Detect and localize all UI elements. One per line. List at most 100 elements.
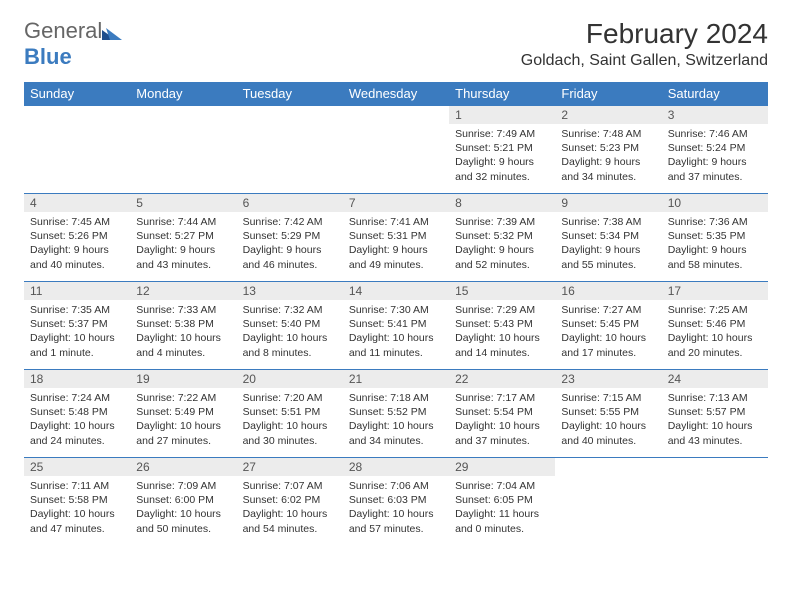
daylight-text: Daylight: 11 hours <box>455 507 549 521</box>
daylight-text: and 58 minutes. <box>668 258 762 272</box>
sunset-text: Sunset: 5:57 PM <box>668 405 762 419</box>
sunrise-text: Sunrise: 7:11 AM <box>30 479 124 493</box>
daylight-text: Daylight: 9 hours <box>668 243 762 257</box>
sunrise-text: Sunrise: 7:35 AM <box>30 303 124 317</box>
sunset-text: Sunset: 6:05 PM <box>455 493 549 507</box>
daylight-text: and 47 minutes. <box>30 522 124 536</box>
weekday-header: Monday <box>130 82 236 106</box>
day-details: Sunrise: 7:33 AMSunset: 5:38 PMDaylight:… <box>130 300 236 363</box>
daylight-text: Daylight: 9 hours <box>243 243 337 257</box>
daylight-text: Daylight: 9 hours <box>561 155 655 169</box>
daylight-text: Daylight: 10 hours <box>349 331 443 345</box>
sunset-text: Sunset: 5:27 PM <box>136 229 230 243</box>
location-subtitle: Goldach, Saint Gallen, Switzerland <box>521 52 768 70</box>
day-details: Sunrise: 7:32 AMSunset: 5:40 PMDaylight:… <box>237 300 343 363</box>
daylight-text: and 37 minutes. <box>668 170 762 184</box>
daylight-text: Daylight: 10 hours <box>561 331 655 345</box>
daylight-text: and 27 minutes. <box>136 434 230 448</box>
page-header: General Blue February 2024 Goldach, Sain… <box>24 18 768 70</box>
day-cell <box>130 106 236 194</box>
daylight-text: and 1 minute. <box>30 346 124 360</box>
sunrise-text: Sunrise: 7:45 AM <box>30 215 124 229</box>
day-details: Sunrise: 7:15 AMSunset: 5:55 PMDaylight:… <box>555 388 661 451</box>
daylight-text: and 34 minutes. <box>349 434 443 448</box>
weekday-header-row: Sunday Monday Tuesday Wednesday Thursday… <box>24 82 768 106</box>
day-number: 28 <box>343 458 449 476</box>
day-cell: 23Sunrise: 7:15 AMSunset: 5:55 PMDayligh… <box>555 370 661 458</box>
day-number: 25 <box>24 458 130 476</box>
sunrise-text: Sunrise: 7:25 AM <box>668 303 762 317</box>
day-details: Sunrise: 7:46 AMSunset: 5:24 PMDaylight:… <box>662 124 768 187</box>
day-number: 27 <box>237 458 343 476</box>
day-details: Sunrise: 7:38 AMSunset: 5:34 PMDaylight:… <box>555 212 661 275</box>
sunset-text: Sunset: 6:02 PM <box>243 493 337 507</box>
daylight-text: Daylight: 10 hours <box>243 507 337 521</box>
day-number: 26 <box>130 458 236 476</box>
daylight-text: and 40 minutes. <box>561 434 655 448</box>
daylight-text: Daylight: 9 hours <box>136 243 230 257</box>
day-details: Sunrise: 7:42 AMSunset: 5:29 PMDaylight:… <box>237 212 343 275</box>
daylight-text: Daylight: 10 hours <box>136 419 230 433</box>
sunrise-text: Sunrise: 7:18 AM <box>349 391 443 405</box>
day-details: Sunrise: 7:41 AMSunset: 5:31 PMDaylight:… <box>343 212 449 275</box>
day-number: 29 <box>449 458 555 476</box>
sunset-text: Sunset: 5:37 PM <box>30 317 124 331</box>
day-details: Sunrise: 7:25 AMSunset: 5:46 PMDaylight:… <box>662 300 768 363</box>
day-number: 16 <box>555 282 661 300</box>
sunset-text: Sunset: 5:54 PM <box>455 405 549 419</box>
daylight-text: and 46 minutes. <box>243 258 337 272</box>
day-number: 7 <box>343 194 449 212</box>
day-cell: 11 Sunrise: 7:35 AMSunset: 5:37 PMDayligh… <box>24 282 130 370</box>
sunset-text: Sunset: 5:24 PM <box>668 141 762 155</box>
day-details: Sunrise: 7:18 AMSunset: 5:52 PMDaylight:… <box>343 388 449 451</box>
daylight-text: and 52 minutes. <box>455 258 549 272</box>
day-cell <box>237 106 343 194</box>
daylight-text: and 50 minutes. <box>136 522 230 536</box>
day-number: 23 <box>555 370 661 388</box>
sunrise-text: Sunrise: 7:49 AM <box>455 127 549 141</box>
day-details: Sunrise: 7:13 AMSunset: 5:57 PMDaylight:… <box>662 388 768 451</box>
sunset-text: Sunset: 5:45 PM <box>561 317 655 331</box>
sunset-text: Sunset: 5:21 PM <box>455 141 549 155</box>
daylight-text: Daylight: 9 hours <box>455 155 549 169</box>
day-number: 19 <box>130 370 236 388</box>
day-cell: 7Sunrise: 7:41 AMSunset: 5:31 PMDaylight… <box>343 194 449 282</box>
day-number: 15 <box>449 282 555 300</box>
day-cell: 5Sunrise: 7:44 AMSunset: 5:27 PMDaylight… <box>130 194 236 282</box>
day-details: Sunrise: 7:09 AMSunset: 6:00 PMDaylight:… <box>130 476 236 539</box>
weekday-header: Thursday <box>449 82 555 106</box>
sunrise-text: Sunrise: 7:06 AM <box>349 479 443 493</box>
day-details: Sunrise: 7:45 AMSunset: 5:26 PMDaylight:… <box>24 212 130 275</box>
day-cell: 29Sunrise: 7:04 AMSunset: 6:05 PMDayligh… <box>449 458 555 546</box>
sunrise-text: Sunrise: 7:44 AM <box>136 215 230 229</box>
day-cell: 22Sunrise: 7:17 AMSunset: 5:54 PMDayligh… <box>449 370 555 458</box>
daylight-text: and 30 minutes. <box>243 434 337 448</box>
daylight-text: Daylight: 9 hours <box>561 243 655 257</box>
sunset-text: Sunset: 5:58 PM <box>30 493 124 507</box>
day-cell: 19Sunrise: 7:22 AMSunset: 5:49 PMDayligh… <box>130 370 236 458</box>
daylight-text: and 34 minutes. <box>561 170 655 184</box>
weekday-header: Tuesday <box>237 82 343 106</box>
day-cell: 4Sunrise: 7:45 AMSunset: 5:26 PMDaylight… <box>24 194 130 282</box>
day-number: 24 <box>662 370 768 388</box>
sunset-text: Sunset: 5:49 PM <box>136 405 230 419</box>
weekday-header: Saturday <box>662 82 768 106</box>
day-number: 12 <box>130 282 236 300</box>
day-cell: 2Sunrise: 7:48 AMSunset: 5:23 PMDaylight… <box>555 106 661 194</box>
sunset-text: Sunset: 6:03 PM <box>349 493 443 507</box>
calendar-table: Sunday Monday Tuesday Wednesday Thursday… <box>24 82 768 546</box>
day-cell: 24Sunrise: 7:13 AMSunset: 5:57 PMDayligh… <box>662 370 768 458</box>
daylight-text: Daylight: 9 hours <box>455 243 549 257</box>
day-number: 11 <box>24 282 130 300</box>
day-cell: 28Sunrise: 7:06 AMSunset: 6:03 PMDayligh… <box>343 458 449 546</box>
day-number: 2 <box>555 106 661 124</box>
sunrise-text: Sunrise: 7:29 AM <box>455 303 549 317</box>
day-number: 18 <box>24 370 130 388</box>
daylight-text: Daylight: 10 hours <box>668 419 762 433</box>
day-number: 3 <box>662 106 768 124</box>
sunset-text: Sunset: 5:52 PM <box>349 405 443 419</box>
sunset-text: Sunset: 5:51 PM <box>243 405 337 419</box>
daylight-text: Daylight: 10 hours <box>30 331 124 345</box>
day-cell: 14Sunrise: 7:30 AMSunset: 5:41 PMDayligh… <box>343 282 449 370</box>
daylight-text: and 43 minutes. <box>136 258 230 272</box>
